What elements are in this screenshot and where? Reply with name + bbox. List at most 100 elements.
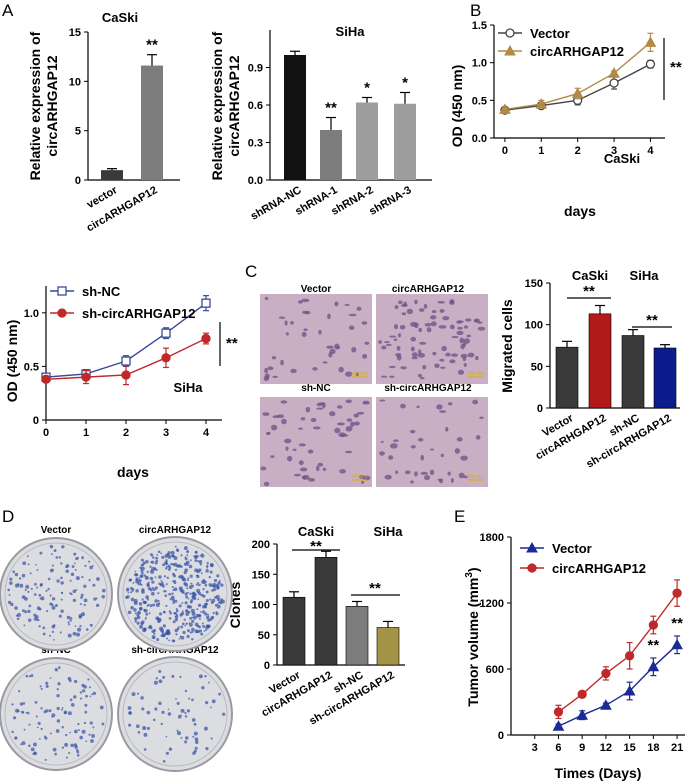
- dish-colony: [204, 612, 208, 616]
- dish-colony: [8, 594, 11, 596]
- micrograph-cell: [337, 422, 345, 426]
- dish-colony: [143, 732, 148, 737]
- dish-colony: [199, 563, 202, 566]
- b-point: [499, 103, 511, 114]
- dish-colony: [186, 629, 190, 633]
- dish-colony: [11, 730, 14, 734]
- dish-colony: [187, 577, 190, 580]
- micrograph-cell: [430, 315, 437, 320]
- dish-colony: [89, 565, 93, 570]
- dish-colony: [172, 598, 176, 602]
- dish-colony: [168, 568, 171, 571]
- e-point: [600, 699, 612, 710]
- micrograph-cell: [418, 308, 425, 312]
- e-y-label-main: Tumor volume (mm: [465, 578, 481, 707]
- dish-colony: [27, 563, 30, 566]
- dish-colony: [209, 570, 213, 574]
- micrograph-cell: [409, 429, 416, 434]
- dish-colony: [70, 703, 75, 707]
- dish-colony: [200, 611, 202, 613]
- dish-colony: [203, 580, 207, 584]
- micrograph-cell: [451, 335, 459, 339]
- dish-colony: [54, 752, 58, 756]
- micrograph-cell: [263, 376, 270, 382]
- dish-colony: [158, 679, 163, 684]
- dish-colony: [167, 708, 170, 711]
- micrograph-cell: [322, 361, 328, 364]
- dish-label-vector: Vector: [41, 525, 72, 536]
- dish-colony: [185, 560, 190, 565]
- micrograph-cell: [334, 301, 339, 307]
- dish-colony: [203, 602, 208, 607]
- dish-colony: [169, 611, 172, 615]
- dish-colony: [72, 598, 77, 603]
- micrograph-cell: [334, 343, 340, 350]
- dish-colony: [164, 561, 168, 565]
- dish-colony: [26, 711, 30, 715]
- dish-colony: [195, 740, 199, 745]
- dish-colony: [36, 606, 41, 611]
- micrograph-cell: [437, 300, 446, 304]
- dish-colony: [172, 563, 175, 566]
- dish-colony: [130, 586, 133, 590]
- micrograph-cell: [300, 417, 306, 421]
- dish-colony: [145, 616, 147, 619]
- dish-colony: [16, 617, 20, 621]
- micrograph-cell: [401, 312, 407, 316]
- dish-colony: [129, 591, 133, 594]
- dish-colony: [189, 617, 192, 620]
- dish-colony: [148, 624, 152, 628]
- panel-label-a: A: [2, 1, 14, 20]
- dish-colony: [205, 564, 209, 568]
- micrograph-cell: [389, 335, 397, 338]
- micrograph-cell: [260, 466, 267, 471]
- dish-colony: [136, 615, 141, 620]
- dish-rim: [122, 541, 228, 647]
- dish-colony: [79, 735, 83, 740]
- dish-colony: [42, 626, 46, 630]
- d-bar: [376, 627, 400, 666]
- micrograph-cell: [356, 306, 362, 311]
- dish-colony: [21, 710, 25, 714]
- dish-colony: [60, 581, 64, 585]
- dish-colony: [196, 608, 199, 611]
- dish-colony: [146, 726, 150, 731]
- dish-colony: [160, 582, 164, 586]
- dish-colony: [73, 552, 77, 556]
- a1-bar: [101, 170, 123, 180]
- dish-colony: [163, 575, 167, 578]
- dish-colony: [214, 604, 218, 607]
- dish-colony: [191, 698, 194, 702]
- dish-colony: [51, 568, 54, 571]
- dish-colony: [162, 759, 166, 763]
- dish-colony: [30, 747, 35, 752]
- dish-colony: [174, 617, 179, 622]
- micrograph-cell: [438, 325, 447, 329]
- dish-colony: [192, 735, 195, 738]
- micrograph-cell: [301, 331, 307, 338]
- dish-colony: [142, 726, 147, 730]
- dish-colony: [25, 674, 29, 678]
- dish-colony: [67, 633, 72, 638]
- dish-colony: [186, 587, 189, 590]
- micrograph-cell: [395, 353, 402, 357]
- micrograph-label-vector: Vector: [301, 284, 332, 295]
- dish-colony: [166, 637, 169, 640]
- dish-colony: [186, 554, 189, 557]
- dish-colony: [216, 604, 221, 609]
- micrograph-cell: [417, 437, 424, 442]
- dish-colony: [184, 592, 188, 596]
- dish-colony: [180, 736, 183, 739]
- e-legend-label: circARHGAP12: [552, 561, 646, 576]
- b2-legend-label: sh-circARHGAP12: [82, 306, 195, 321]
- dish-colony: [201, 622, 204, 625]
- dish-colony: [38, 625, 41, 628]
- micrograph-cell: [431, 309, 437, 314]
- c-significance: **: [583, 283, 595, 300]
- dish-colony: [167, 555, 172, 559]
- dish-colony: [220, 598, 223, 601]
- micrograph-cell: [430, 321, 437, 327]
- dish-colony: [140, 583, 143, 586]
- a1-significance: **: [146, 37, 158, 54]
- dish-colony: [49, 602, 53, 606]
